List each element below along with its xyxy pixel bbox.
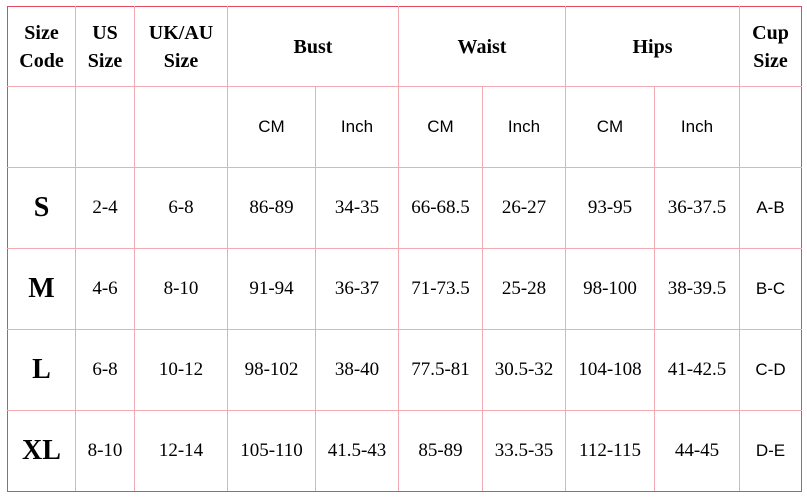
waist-cm: 71-73.5 (398, 248, 483, 330)
cup-size: C-D (739, 329, 802, 411)
empty-cell (75, 86, 135, 168)
header-cup-size: Cup Size (739, 6, 802, 87)
table-row: S 2-4 6-8 86-89 34-35 66-68.5 26-27 93-9… (7, 167, 802, 249)
size-code: M (7, 248, 76, 330)
size-code: L (7, 329, 76, 411)
hips-inch: 36-37.5 (654, 167, 740, 249)
header-bust: Bust (227, 6, 399, 87)
waist-cm: 77.5-81 (398, 329, 483, 411)
bust-inch: 34-35 (315, 167, 399, 249)
cup-size: B-C (739, 248, 802, 330)
unit-hips-inch: Inch (654, 86, 740, 168)
waist-inch: 25-28 (482, 248, 566, 330)
unit-hips-cm: CM (565, 86, 655, 168)
unit-bust-inch: Inch (315, 86, 399, 168)
waist-cm: 66-68.5 (398, 167, 483, 249)
hips-cm: 104-108 (565, 329, 655, 411)
waist-cm: 85-89 (398, 410, 483, 492)
bust-cm: 86-89 (227, 167, 316, 249)
cup-size: A-B (739, 167, 802, 249)
table-row: L 6-8 10-12 98-102 38-40 77.5-81 30.5-32… (7, 329, 802, 411)
hips-inch: 44-45 (654, 410, 740, 492)
uk-size: 8-10 (134, 248, 228, 330)
header-hips: Hips (565, 6, 740, 87)
bust-inch: 36-37 (315, 248, 399, 330)
header-size-code: Size Code (7, 6, 76, 87)
size-chart-table: Size Code US Size UK/AU Size Bust Waist … (7, 6, 802, 492)
size-code: XL (7, 410, 76, 492)
us-size: 4-6 (75, 248, 135, 330)
uk-size: 12-14 (134, 410, 228, 492)
uk-size: 6-8 (134, 167, 228, 249)
cup-size: D-E (739, 410, 802, 492)
bust-inch: 38-40 (315, 329, 399, 411)
unit-bust-cm: CM (227, 86, 316, 168)
bust-cm: 98-102 (227, 329, 316, 411)
empty-cell (134, 86, 228, 168)
us-size: 6-8 (75, 329, 135, 411)
hips-inch: 38-39.5 (654, 248, 740, 330)
unit-row: CM Inch CM Inch CM Inch (7, 86, 802, 168)
waist-inch: 33.5-35 (482, 410, 566, 492)
hips-cm: 98-100 (565, 248, 655, 330)
size-code: S (7, 167, 76, 249)
header-row: Size Code US Size UK/AU Size Bust Waist … (7, 6, 802, 87)
hips-cm: 93-95 (565, 167, 655, 249)
header-waist: Waist (398, 6, 566, 87)
table-row: XL 8-10 12-14 105-110 41.5-43 85-89 33.5… (7, 410, 802, 492)
empty-cell (739, 86, 802, 168)
bust-inch: 41.5-43 (315, 410, 399, 492)
hips-inch: 41-42.5 (654, 329, 740, 411)
us-size: 8-10 (75, 410, 135, 492)
header-uk-au-size: UK/AU Size (134, 6, 228, 87)
waist-inch: 26-27 (482, 167, 566, 249)
unit-waist-inch: Inch (482, 86, 566, 168)
us-size: 2-4 (75, 167, 135, 249)
table-row: M 4-6 8-10 91-94 36-37 71-73.5 25-28 98-… (7, 248, 802, 330)
uk-size: 10-12 (134, 329, 228, 411)
empty-cell (7, 86, 76, 168)
unit-waist-cm: CM (398, 86, 483, 168)
bust-cm: 105-110 (227, 410, 316, 492)
waist-inch: 30.5-32 (482, 329, 566, 411)
hips-cm: 112-115 (565, 410, 655, 492)
header-us-size: US Size (75, 6, 135, 87)
bust-cm: 91-94 (227, 248, 316, 330)
